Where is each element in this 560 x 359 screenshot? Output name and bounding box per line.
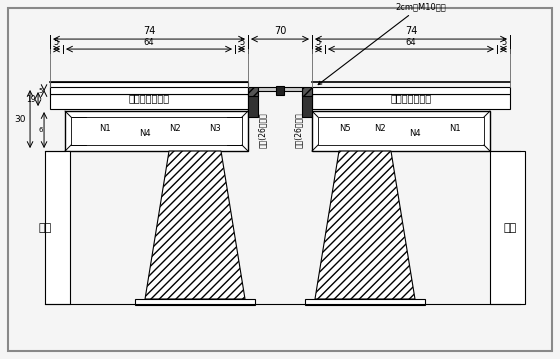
- Bar: [258, 87, 302, 91]
- Bar: [276, 86, 284, 95]
- Text: N4: N4: [139, 129, 151, 137]
- Text: 5: 5: [315, 38, 321, 47]
- Text: 74: 74: [143, 26, 155, 36]
- Text: 混凝(26混凝土: 混凝(26混凝土: [293, 112, 302, 148]
- Text: 64: 64: [405, 38, 416, 47]
- Bar: [302, 87, 312, 96]
- Bar: [312, 94, 510, 109]
- Text: 混凝(26混凝土: 混凝(26混凝土: [258, 112, 267, 148]
- Text: 6: 6: [39, 127, 43, 133]
- Bar: [490, 151, 525, 304]
- Bar: [50, 87, 248, 94]
- Text: 64: 64: [144, 38, 155, 47]
- Text: 5: 5: [39, 88, 43, 94]
- Bar: [302, 94, 312, 117]
- Text: N4: N4: [409, 129, 421, 137]
- Polygon shape: [145, 151, 245, 299]
- Bar: [45, 151, 70, 304]
- Text: 基层: 基层: [39, 223, 52, 233]
- Text: 70: 70: [274, 26, 286, 36]
- Bar: [248, 87, 258, 96]
- Text: 氥青混凝土路面: 氥青混凝土路面: [128, 94, 170, 103]
- Bar: [65, 111, 248, 151]
- Bar: [50, 82, 248, 94]
- Text: 5: 5: [501, 38, 507, 47]
- Text: N1: N1: [99, 123, 111, 132]
- Text: N1: N1: [449, 123, 461, 132]
- Text: N3: N3: [209, 123, 221, 132]
- Text: 74: 74: [405, 26, 417, 36]
- Bar: [135, 299, 255, 305]
- Text: N2: N2: [169, 123, 181, 132]
- Bar: [312, 87, 510, 94]
- Text: 氥青混凝土路面: 氥青混凝土路面: [390, 94, 432, 103]
- Bar: [50, 94, 248, 109]
- Text: N5: N5: [339, 123, 351, 132]
- Text: 5: 5: [239, 38, 245, 47]
- Bar: [71, 117, 242, 145]
- Polygon shape: [315, 151, 415, 299]
- Bar: [318, 117, 484, 145]
- Text: 5: 5: [53, 38, 59, 47]
- Text: N2: N2: [374, 123, 386, 132]
- Text: 基层: 基层: [503, 223, 516, 233]
- Bar: [248, 94, 258, 117]
- Text: 2cm原M10砂浆: 2cm原M10砂浆: [318, 2, 446, 85]
- Text: 19: 19: [26, 94, 36, 103]
- Bar: [312, 111, 490, 151]
- Bar: [305, 299, 425, 305]
- Text: 30: 30: [15, 115, 26, 123]
